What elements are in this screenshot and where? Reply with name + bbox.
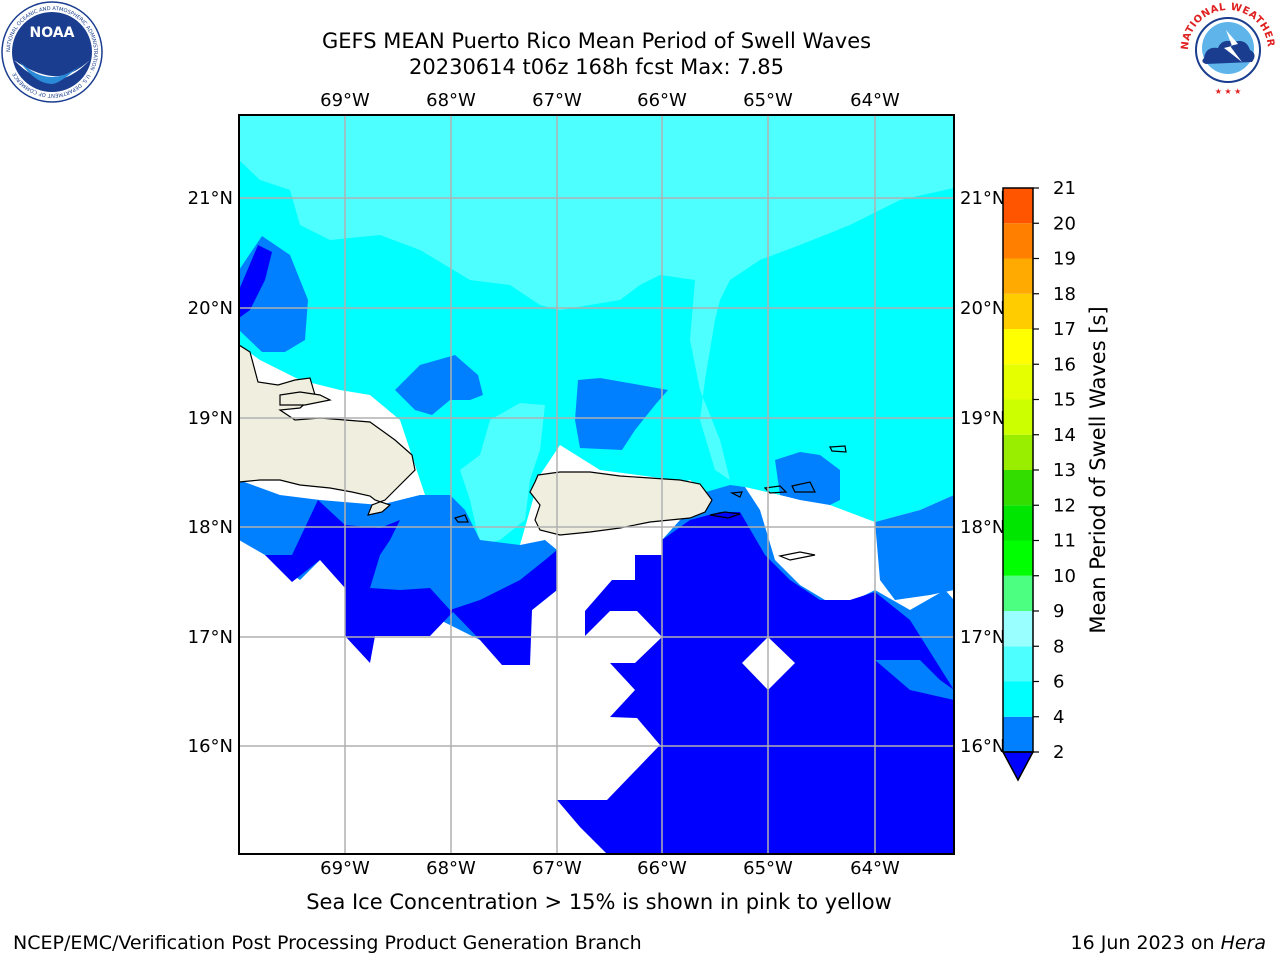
lat-label: 21°N — [188, 188, 233, 209]
footer-branch: NCEP/EMC/Verification Post Processing Pr… — [13, 932, 642, 954]
lat-label: 16°N — [188, 736, 233, 757]
colorbar: 2 4 6 8 9 10 11 12 13 14 15 16 17 18 19 20 21 Mean Perio… — [1001, 178, 1110, 782]
puerto-rico-land — [529, 471, 713, 536]
map-frame — [238, 114, 955, 855]
lat-label: 19°N — [960, 408, 1005, 429]
lat-label: 16°N — [960, 736, 1005, 757]
svg-text:★ ★ ★: ★ ★ ★ — [1215, 87, 1242, 96]
lon-label: 66°W — [637, 858, 687, 879]
nws-logo: NATIONAL WEATHER SERVICE ★ ★ ★ — [1176, 0, 1276, 96]
swell-period-field — [239, 115, 954, 854]
lat-labels-left: 21°N 20°N 19°N 18°N 17°N 16°N — [188, 188, 233, 757]
lat-labels-right: 21°N 20°N 19°N 18°N 17°N 16°N — [960, 188, 1005, 757]
colorbar-tick-label: 20 — [1053, 213, 1076, 234]
colorbar-tick-label: 21 — [1053, 178, 1076, 199]
footer-machine: Hera — [1220, 932, 1266, 954]
colorbar-segment — [1003, 258, 1033, 294]
map-subtitle: 20230614 t06z 168h fcst Max: 7.85 — [409, 55, 784, 79]
colorbar-segment — [1003, 223, 1033, 259]
lon-label: 65°W — [743, 858, 793, 879]
colorbar-tick-label: 9 — [1053, 601, 1064, 622]
colorbar-segment — [1003, 646, 1033, 682]
lat-label: 18°N — [960, 517, 1005, 538]
contour-6-8 — [239, 115, 954, 480]
colorbar-tick-label: 18 — [1053, 284, 1076, 305]
lat-label: 17°N — [188, 627, 233, 648]
colorbar-tick-label: 4 — [1053, 707, 1064, 728]
lon-label: 66°W — [637, 90, 687, 111]
contour-0-2 — [239, 245, 272, 318]
noaa-logo: NOAA NATIONAL OCEANIC AND ATMOSPHERIC AD… — [1, 1, 103, 103]
lon-label: 67°W — [532, 90, 582, 111]
colorbar-tick-label: 6 — [1053, 672, 1064, 693]
lat-label: 18°N — [188, 517, 233, 538]
colorbar-tick-label: 8 — [1053, 636, 1064, 657]
colorbar-segment — [1003, 505, 1033, 541]
colorbar-segment — [1003, 434, 1033, 470]
colorbar-tick-label: 10 — [1053, 566, 1076, 587]
colorbar-segment — [1003, 716, 1033, 752]
colorbar-segment — [1003, 470, 1033, 506]
lon-label: 68°W — [426, 858, 476, 879]
footer-date: 16 Jun 2023 on Hera — [1071, 932, 1266, 954]
lat-label: 21°N — [960, 188, 1005, 209]
colorbar-tick-label: 11 — [1053, 531, 1076, 552]
colorbar-tick-label: 14 — [1053, 425, 1076, 446]
colorbar-segment — [1003, 611, 1033, 647]
lat-label: 20°N — [960, 298, 1005, 319]
lon-label: 69°W — [320, 90, 370, 111]
colorbar-segment — [1003, 575, 1033, 611]
colorbar-tick-label: 13 — [1053, 460, 1076, 481]
colorbar-segment — [1003, 399, 1033, 435]
colorbar-tick-label: 16 — [1053, 354, 1076, 375]
colorbar-extend-triangle — [1001, 751, 1035, 782]
lat-label: 19°N — [188, 408, 233, 429]
colorbar-segment — [1003, 293, 1033, 329]
lon-labels-bottom: 69°W 68°W 67°W 66°W 65°W 64°W — [320, 858, 900, 879]
colorbar-segment — [1003, 681, 1033, 717]
lon-label: 67°W — [532, 858, 582, 879]
colorbar-label: Mean Period of Swell Waves [s] — [1086, 306, 1110, 633]
lon-labels-top: 69°W 68°W 67°W 66°W 65°W 64°W — [320, 90, 900, 111]
colorbar-tick-label: 15 — [1053, 390, 1076, 411]
footer-date-text: 16 Jun 2023 on — [1070, 932, 1221, 954]
lat-label: 20°N — [188, 298, 233, 319]
sea-ice-note: Sea Ice Concentration > 15% is shown in … — [306, 890, 892, 914]
colorbar-segments — [1003, 188, 1033, 752]
colorbar-segment — [1003, 188, 1033, 224]
colorbar-tick-label: 17 — [1053, 319, 1076, 340]
lon-label: 65°W — [743, 90, 793, 111]
colorbar-segment — [1003, 364, 1033, 400]
lon-label: 69°W — [320, 858, 370, 879]
lon-label: 68°W — [426, 90, 476, 111]
colorbar-ticks: 2 4 6 8 9 10 11 12 13 14 15 16 17 18 19 20 21 — [1033, 178, 1076, 763]
colorbar-segment — [1003, 540, 1033, 576]
colorbar-tick-label: 19 — [1053, 249, 1076, 270]
lon-label: 64°W — [850, 858, 900, 879]
colorbar-segment — [1003, 329, 1033, 365]
hispaniola-land — [239, 344, 416, 516]
lon-label: 64°W — [850, 90, 900, 111]
map-gridlines — [239, 115, 954, 854]
colorbar-tick-label: 12 — [1053, 495, 1076, 516]
map-title: GEFS MEAN Puerto Rico Mean Period of Swe… — [321, 29, 872, 53]
colorbar-tick-label: 2 — [1053, 742, 1064, 763]
noaa-logo-text: NOAA — [30, 25, 75, 41]
lat-label: 17°N — [960, 627, 1005, 648]
